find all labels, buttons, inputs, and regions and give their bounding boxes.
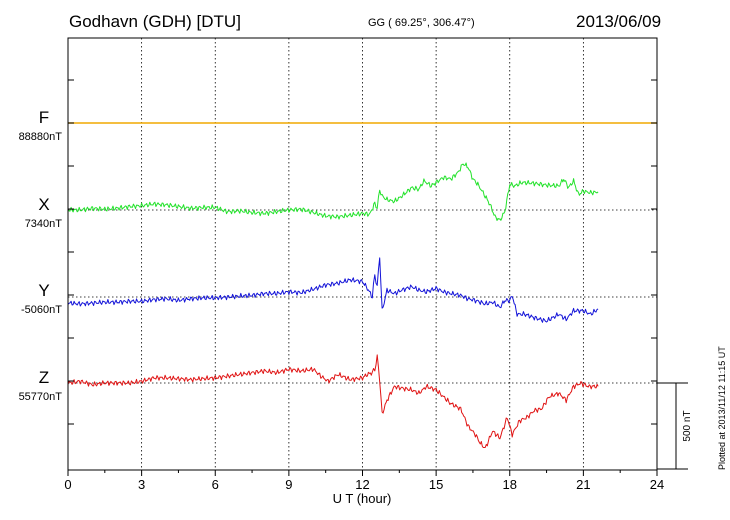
label-x: X [38,195,50,214]
x-tick-label: 9 [285,477,292,492]
x-tick-label: 18 [503,477,517,492]
baseline-z: 55770nT [18,391,62,403]
label-z: Z [38,368,50,387]
scale-bar-label: 500 nT [682,410,693,441]
x-axis-label: U T (hour) [333,491,392,506]
series-line-z [67,354,599,448]
baseline-x: 7340nT [24,218,62,230]
baselines [68,209,657,384]
series-line-x [67,162,599,221]
x-tick-label: 15 [429,477,443,492]
baseline-f: 88880nT [18,131,62,143]
geo-coordinates: GG ( 69.25°, 306.47°) [368,17,475,29]
x-axis-ticks: 0 3 6 9 12 15 18 21 24 [64,79,664,492]
x-tick-label: 0 [64,477,71,492]
label-f: F [38,108,50,127]
x-tick-label: 3 [138,477,145,492]
series-line-y [67,257,599,323]
x-tick-label: 24 [650,477,664,492]
scale-bar: 500 nT [657,382,693,470]
station-title: Godhavn (GDH) [DTU] [69,12,241,31]
label-y: Y [38,281,50,300]
baseline-y: -5060nT [21,304,62,316]
series-lines [67,122,657,448]
x-tick-label: 12 [355,477,369,492]
x-tick-label: 21 [576,477,590,492]
x-tick-label: 6 [212,477,219,492]
plot-date: 2013/06/09 [576,12,662,31]
grid [141,38,584,470]
